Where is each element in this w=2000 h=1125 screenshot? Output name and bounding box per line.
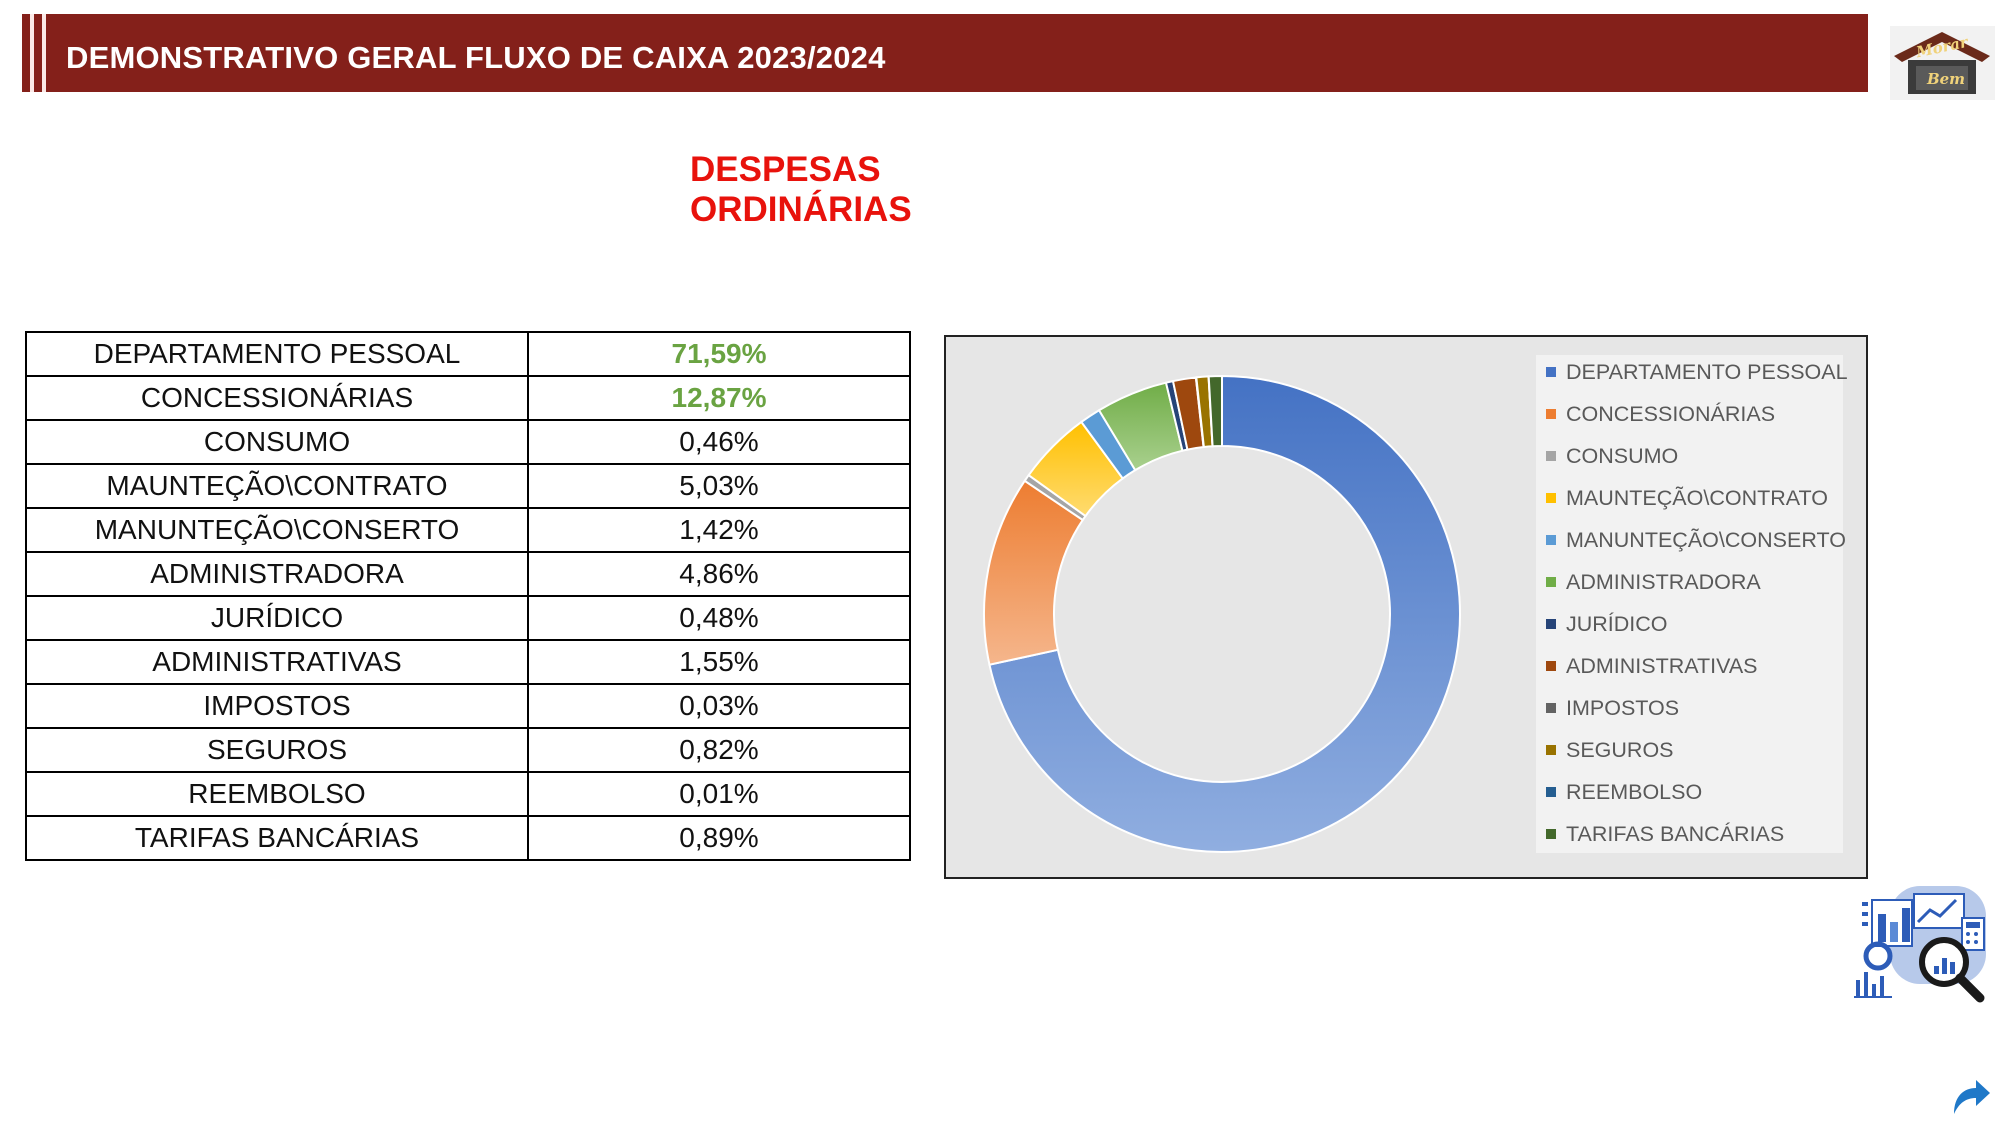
row-label: ADMINISTRADORA <box>25 551 529 597</box>
legend-label: TARIFAS BANCÁRIAS <box>1566 821 1785 846</box>
legend-entry: ADMINISTRADORA <box>1546 567 1761 597</box>
legend-swatch <box>1546 493 1556 503</box>
row-value: 4,86% <box>527 551 911 597</box>
row-label: ADMINISTRATIVAS <box>25 639 529 685</box>
legend-label: DEPARTAMENTO PESSOAL <box>1566 359 1848 384</box>
expenses-table: DEPARTAMENTO PESSOAL 71,59% CONCESSIONÁRIA… <box>25 331 911 861</box>
row-label: MANUNTEÇÃO\CONSERTO <box>25 507 529 553</box>
legend-entry: CONCESSIONÁRIAS <box>1546 399 1775 429</box>
donut-slice <box>988 374 1461 853</box>
row-value: 0,82% <box>527 727 911 773</box>
legend-swatch <box>1546 367 1556 377</box>
legend-swatch <box>1546 829 1556 839</box>
legend-label: SEGUROS <box>1566 737 1674 762</box>
legend-label: JURÍDICO <box>1566 611 1668 636</box>
legend-label: MANUNTEÇÃO\CONSERTO <box>1566 527 1846 552</box>
row-value: 12,87% <box>527 375 911 421</box>
legend-label: CONSUMO <box>1566 443 1679 468</box>
legend-label: REEMBOLSO <box>1566 779 1703 804</box>
legend-swatch <box>1546 535 1556 545</box>
page-title: DEMONSTRATIVO GERAL FLUXO DE CAIXA 2023/… <box>66 40 886 75</box>
legend-entry: DEPARTAMENTO PESSOAL <box>1546 357 1848 387</box>
row-value: 5,03% <box>527 463 911 509</box>
banner-stripe <box>30 14 34 92</box>
legend-swatch <box>1546 703 1556 713</box>
row-value: 0,03% <box>527 683 911 729</box>
legend-swatch <box>1546 409 1556 419</box>
table-row: IMPOSTOS 0,03% <box>25 683 911 729</box>
donut-slice <box>1207 374 1223 448</box>
row-value: 0,48% <box>527 595 911 641</box>
row-label: CONCESSIONÁRIAS <box>25 375 529 421</box>
legend-entry: MANUNTEÇÃO\CONSERTO <box>1546 525 1846 555</box>
legend-label: ADMINISTRADORA <box>1566 569 1761 594</box>
legend-swatch <box>1546 619 1556 629</box>
row-value: 0,46% <box>527 419 911 465</box>
legend-entry: SEGUROS <box>1546 735 1674 765</box>
row-label: MAUNTEÇÃO\CONTRATO <box>25 463 529 509</box>
row-label: IMPOSTOS <box>25 683 529 729</box>
donut-chart: DEPARTAMENTO PESSOAL CONCESSIONÁRIAS CONSU… <box>944 335 1868 879</box>
row-value: 0,89% <box>527 815 911 861</box>
row-value: 71,59% <box>527 331 911 377</box>
legend-entry: MAUNTEÇÃO\CONTRATO <box>1546 483 1828 513</box>
logo-text-line2: Bem <box>1926 70 1965 88</box>
row-label: REEMBOLSO <box>25 771 529 817</box>
legend-entry: TARIFAS BANCÁRIAS <box>1546 819 1784 849</box>
row-label: JURÍDICO <box>25 595 529 641</box>
table-row: SEGUROS 0,82% <box>25 727 911 773</box>
table-row: CONSUMO 0,46% <box>25 419 911 465</box>
legend-label: IMPOSTOS <box>1566 695 1680 720</box>
section-subtitle: DESPESAS ORDINÁRIAS <box>690 150 912 229</box>
row-label: CONSUMO <box>25 419 529 465</box>
table-row: JURÍDICO 0,48% <box>25 595 911 641</box>
analytics-magnifier-icon <box>1854 886 1986 1003</box>
row-value: 0,01% <box>527 771 911 817</box>
legend-entry: IMPOSTOS <box>1546 693 1679 723</box>
table-row: ADMINISTRADORA 4,86% <box>25 551 911 597</box>
header-banner: DEMONSTRATIVO GERAL FLUXO DE CAIXA 2023/… <box>22 14 1868 92</box>
row-value: 1,42% <box>527 507 911 553</box>
donut-chart-svg <box>983 374 1461 853</box>
table-row: ADMINISTRATIVAS 1,55% <box>25 639 911 685</box>
legend-entry: REEMBOLSO <box>1546 777 1702 807</box>
table-row: MAUNTEÇÃO\CONTRATO 5,03% <box>25 463 911 509</box>
legend-swatch <box>1546 451 1556 461</box>
row-value: 1,55% <box>527 639 911 685</box>
table-row: REEMBOLSO 0,01% <box>25 771 911 817</box>
legend-label: CONCESSIONÁRIAS <box>1566 401 1776 426</box>
legend-entry: ADMINISTRATIVAS <box>1546 651 1758 681</box>
chart-legend: DEPARTAMENTO PESSOAL CONCESSIONÁRIAS CONSU… <box>1536 355 1848 853</box>
table-row: MANUNTEÇÃO\CONSERTO 1,42% <box>25 507 911 553</box>
row-label: SEGUROS <box>25 727 529 773</box>
row-label: TARIFAS BANCÁRIAS <box>25 815 529 861</box>
table-row: DEPARTAMENTO PESSOAL 71,59% <box>25 331 911 377</box>
banner-stripe <box>42 14 46 92</box>
table-row: TARIFAS BANCÁRIAS 0,89% <box>25 815 911 861</box>
legend-swatch <box>1546 787 1556 797</box>
legend-label: ADMINISTRATIVAS <box>1566 653 1758 678</box>
legend-swatch <box>1546 661 1556 671</box>
legend-swatch <box>1546 745 1556 755</box>
share-arrow-icon[interactable] <box>1950 1076 1992 1116</box>
legend-entry: JURÍDICO <box>1546 609 1668 639</box>
house-logo-icon: Morar Bem <box>1890 26 1995 100</box>
legend-label: MAUNTEÇÃO\CONTRATO <box>1566 485 1828 510</box>
legend-entry: CONSUMO <box>1546 441 1678 471</box>
row-label: DEPARTAMENTO PESSOAL <box>25 331 529 377</box>
legend-swatch <box>1546 577 1556 587</box>
table-row: CONCESSIONÁRIAS 12,87% <box>25 375 911 421</box>
